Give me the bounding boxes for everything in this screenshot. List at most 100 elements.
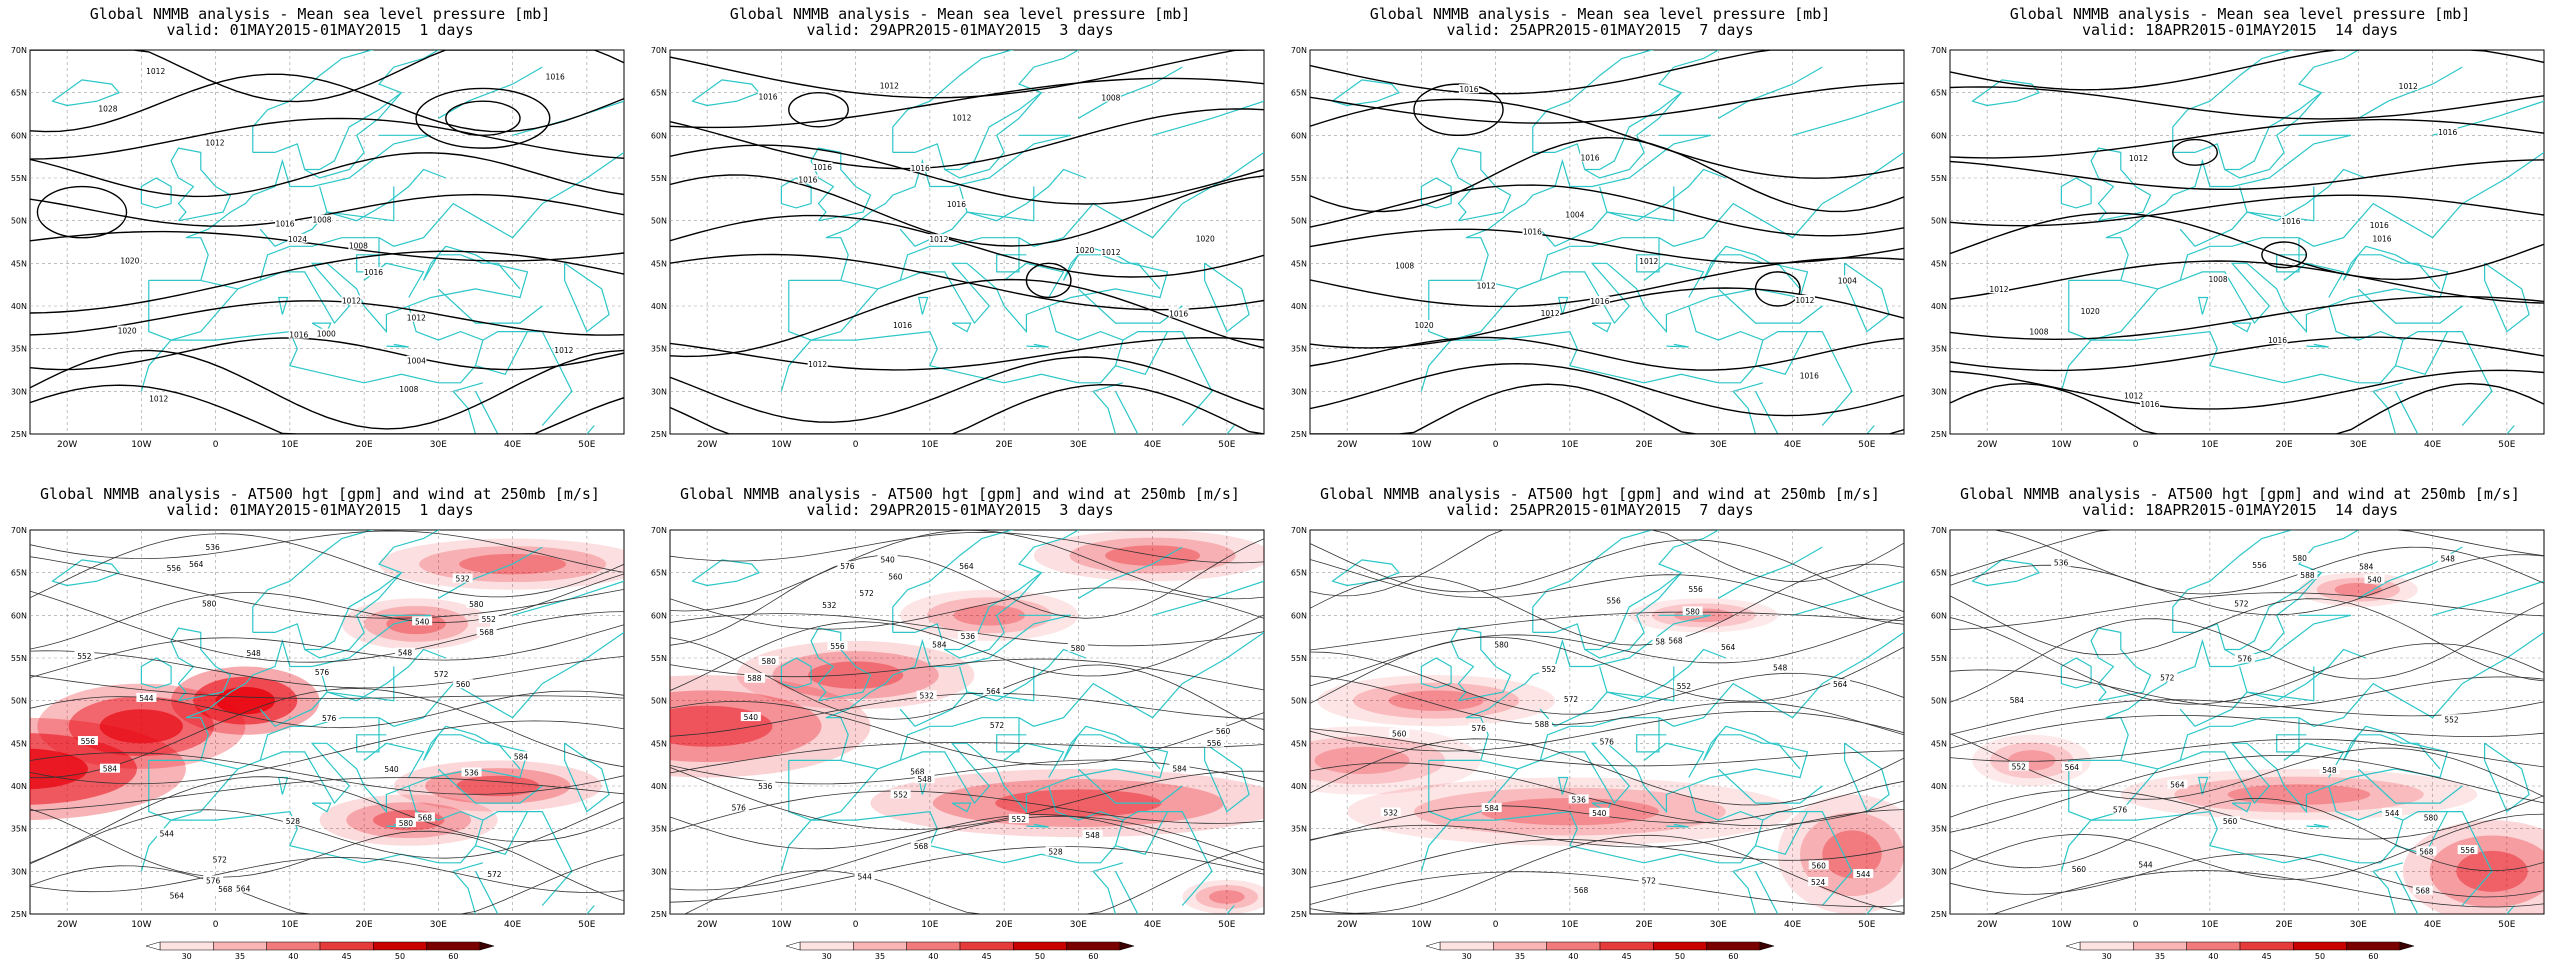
coastline <box>363 742 425 778</box>
lat-tick-label: 40N <box>1291 782 1307 791</box>
coastline <box>780 177 812 209</box>
coastline <box>1093 862 1124 872</box>
contour-label-bg <box>890 789 911 799</box>
lat-tick-label: 55N <box>651 654 667 663</box>
height-contour <box>1950 813 2544 880</box>
coastline <box>438 66 543 119</box>
coastline <box>1733 862 1764 872</box>
coastline <box>51 559 121 587</box>
colorbar-tick-label: 45 <box>342 952 352 960</box>
contour-label-bg <box>2457 845 2478 855</box>
wind-speed-fill <box>1317 675 1556 727</box>
lat-tick-label: 30N <box>1931 387 1947 396</box>
contour-label-bg <box>1808 876 1829 886</box>
coastline <box>788 725 1169 821</box>
wind-speed-fill <box>215 687 276 715</box>
panel-title: Global NMMB analysis - AT500 hgt [gpm] a… <box>680 485 1240 503</box>
contour-label: 564 <box>959 562 974 571</box>
colorbar-swatch <box>2293 941 2347 951</box>
contour-label-bg <box>202 542 223 552</box>
coastline <box>780 785 1124 872</box>
contour-label: 548 <box>917 775 932 784</box>
contour-label-bg <box>1468 722 1489 732</box>
height-contour <box>30 573 624 650</box>
coastline <box>170 627 232 702</box>
contour-label: 548 <box>2322 766 2337 775</box>
lat-tick-label: 55N <box>11 174 27 183</box>
contour-label-bg <box>412 616 433 626</box>
coastline <box>2484 742 2530 813</box>
lat-tick-label: 55N <box>1931 174 1947 183</box>
coastline <box>148 725 529 821</box>
contour-label: 568 <box>1668 636 1683 645</box>
coastline <box>899 682 1183 761</box>
colorbar-tick-label: 50 <box>1035 952 1045 960</box>
slp-map: 20W 10W 0 10E 20E 30E 40E 50E 70N 65N 60N 55N 50N 45N… <box>1931 46 2545 450</box>
coastline <box>1480 759 1519 770</box>
contour-label-bg <box>2267 335 2288 345</box>
coastline <box>691 559 761 587</box>
lat-tick-label: 70N <box>1291 46 1307 55</box>
coastline <box>2283 742 2345 778</box>
coastline <box>1762 811 1853 906</box>
height-contour <box>30 688 624 779</box>
wind-speed-fill <box>1182 879 1264 914</box>
lon-tick-label: 50E <box>2498 920 2515 930</box>
contour-label-bg <box>929 639 950 649</box>
contour-label-bg <box>288 329 309 339</box>
lon-tick-label: 30E <box>1070 440 1087 450</box>
contour-label: 536 <box>758 782 773 791</box>
wind-speed-fill <box>808 661 904 689</box>
contour-label: 1016 <box>289 331 308 340</box>
coastline <box>277 296 289 315</box>
colorbar-tick-label: 50 <box>2315 952 2325 960</box>
colorbar-tick-label: 30 <box>182 952 192 960</box>
height-contour <box>1950 530 2544 577</box>
wind-speed-fill <box>2316 577 2400 602</box>
contour-label: 568 <box>2416 887 2431 896</box>
contour-label: 1020 <box>1415 321 1434 330</box>
colorbar-min-arrow <box>2065 941 2081 951</box>
contour-label-bg <box>2231 598 2252 608</box>
contour-label: 588 <box>747 674 762 683</box>
contour-label: 576 <box>206 876 221 885</box>
lat-tick-label: 45N <box>1931 739 1947 748</box>
coastline <box>1003 262 1065 298</box>
coastline <box>892 530 1080 651</box>
height-contour <box>670 538 1264 646</box>
lon-tick-label: 30E <box>1070 920 1087 930</box>
lat-tick-label: 65N <box>1931 569 1947 578</box>
contour-label-bg <box>2220 816 2241 826</box>
coastline <box>1557 776 1569 795</box>
lon-tick-label: 10W <box>771 440 791 450</box>
isobar <box>1950 86 2544 120</box>
isobar <box>30 152 624 198</box>
lat-tick-label: 70N <box>1931 526 1947 535</box>
lon-tick-label: 10E <box>281 440 298 450</box>
contour-label-bg <box>145 66 166 76</box>
colorbar-tick-label: 30 <box>2102 952 2112 960</box>
lat-tick-label: 25N <box>11 430 27 439</box>
coastline <box>1584 572 1682 659</box>
wind-speed-fill <box>2402 820 2544 914</box>
contour-label-bg <box>99 763 120 773</box>
contour-label-bg <box>148 393 169 403</box>
contour-label-bg <box>1799 370 1820 380</box>
coastline <box>437 288 543 324</box>
contour-label-bg <box>1414 319 1435 329</box>
lat-tick-label: 40N <box>651 302 667 311</box>
coastline <box>840 279 879 290</box>
height-contour <box>670 658 1264 691</box>
lat-tick-label: 35N <box>651 825 667 834</box>
contour-label: 1008 <box>2209 275 2228 284</box>
contour-label-bg <box>1522 226 1543 236</box>
wind-colorbar: 30 35 40 45 50 60 <box>2065 941 2415 960</box>
coastline <box>2231 802 2252 813</box>
contour-label-bg <box>431 668 452 678</box>
contour-label-bg <box>807 358 828 368</box>
wind-speed-fill <box>1195 884 1259 909</box>
isobar <box>670 144 1264 205</box>
coastline <box>542 631 624 685</box>
contour-label: 1004 <box>1838 276 1857 285</box>
contour-label: 572 <box>2234 600 2249 609</box>
